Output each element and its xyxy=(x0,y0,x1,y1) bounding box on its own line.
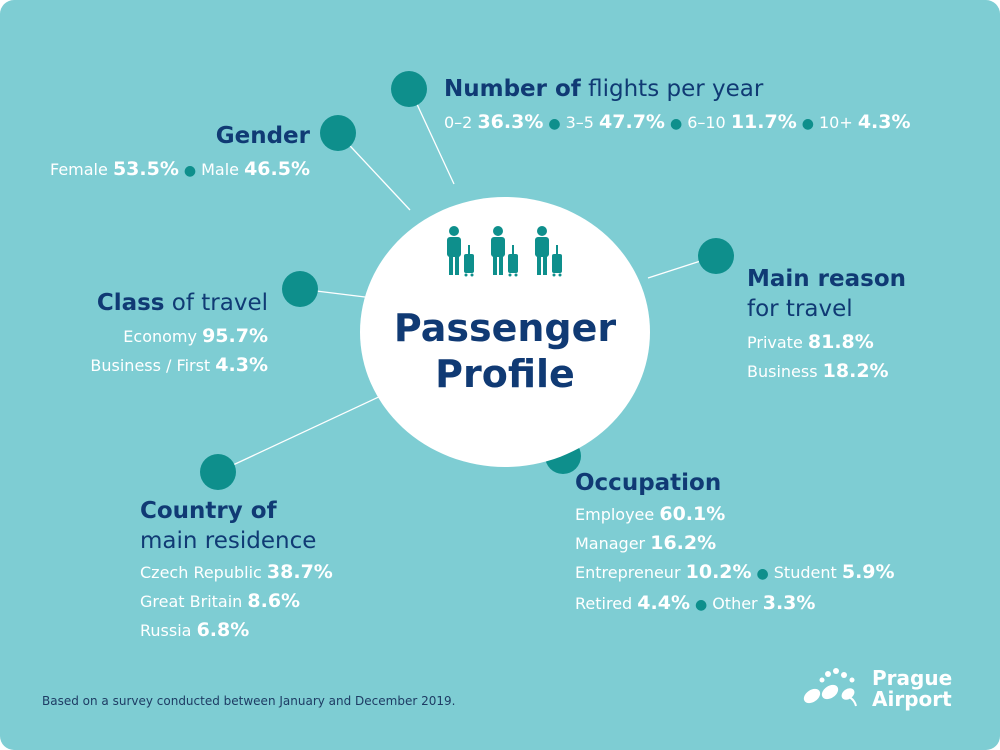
country-heading-bold: Country of xyxy=(140,498,277,524)
flights-item-value: 11.7% xyxy=(730,111,797,133)
gender-heading-bold: Gender xyxy=(215,123,310,149)
country-row: Czech Republic 38.7% xyxy=(140,558,333,587)
gender-row: Female 53.5% ● Male 46.5% xyxy=(50,155,310,186)
flights-heading-rest: flights per year xyxy=(588,76,764,102)
country-row: Great Britain 8.6% xyxy=(140,587,333,616)
occupation-heading-bold: Occupation xyxy=(575,470,722,496)
occupation-item-value: 10.2% xyxy=(685,561,752,583)
country-item-label: Great Britain xyxy=(140,592,243,611)
reason-heading-line-1: Main reason xyxy=(747,264,906,294)
section-country: Country of main residence Czech Republic… xyxy=(140,496,333,645)
occupation-item-value: 60.1% xyxy=(659,503,726,525)
hub-title: Passenger Profile xyxy=(360,305,650,397)
occupation-item-label: Entrepreneur xyxy=(575,563,681,582)
logo-line-1: Prague xyxy=(872,666,953,690)
country-heading-line-2: main residence xyxy=(140,528,317,554)
class-heading-bold: Class xyxy=(96,290,165,316)
gender-item-value: 53.5% xyxy=(112,158,179,180)
gender-item-value: 46.5% xyxy=(244,158,310,180)
reason-heading-bold: Main reason xyxy=(747,266,907,292)
reason-item-label: Private xyxy=(747,333,803,352)
bullet-separator: ● xyxy=(756,566,769,582)
section-reason: Main reason for travel Private 81.8% Bus… xyxy=(747,264,906,386)
flights-item-value: 47.7% xyxy=(599,111,665,133)
flights-heading-bold: Number of xyxy=(444,76,581,102)
bullet-separator: ● xyxy=(801,116,814,132)
node-dot-gender xyxy=(320,115,356,151)
class-item-value: 95.7% xyxy=(202,325,268,347)
flights-item-label: 0–2 xyxy=(444,113,473,132)
hub-title-line-1: Passenger Profile xyxy=(393,306,617,396)
country-item-value: 8.6% xyxy=(247,590,301,612)
node-dot-country xyxy=(200,454,236,490)
bullet-separator: ● xyxy=(694,597,708,613)
occupation-row: Retired 4.4% ● Other 3.3% xyxy=(575,589,895,620)
occupation-heading: Occupation xyxy=(575,468,895,498)
bullet-separator: ● xyxy=(669,116,683,132)
flights-item-value: 4.3% xyxy=(857,111,911,133)
country-row: Russia 6.8% xyxy=(140,616,333,645)
country-item-label: Russia xyxy=(140,621,192,640)
country-heading-line-1: Country of xyxy=(140,496,333,526)
flights-item-label: 3–5 xyxy=(565,113,594,132)
gender-item-label: Female xyxy=(49,160,108,179)
bullet-separator: ● xyxy=(183,163,197,179)
flights-item-value: 36.3% xyxy=(477,111,544,133)
prague-airport-wordmark: Prague Airport xyxy=(872,668,952,710)
section-class: Class of travel Economy 95.7% Business /… xyxy=(90,288,268,380)
passenger-with-luggage-icon xyxy=(447,226,562,277)
occupation-item-label: Retired xyxy=(575,594,633,613)
section-gender: Gender Female 53.5% ● Male 46.5% xyxy=(50,121,310,186)
occupation-item-label: Student xyxy=(773,563,837,582)
occupation-item-label: Employee xyxy=(575,505,655,524)
reason-row: Business 18.2% xyxy=(747,357,906,386)
flights-heading: Number of flights per year xyxy=(444,74,911,104)
occupation-row: Employee 60.1% xyxy=(575,500,895,529)
occupation-row: Entrepreneur 10.2% ● Student 5.9% xyxy=(575,558,895,589)
country-item-value: 6.8% xyxy=(196,619,250,641)
prague-airport-logo-icon xyxy=(803,668,857,707)
class-row: Economy 95.7% xyxy=(90,322,268,351)
reason-item-value: 18.2% xyxy=(822,360,889,382)
flights-row: 0–2 36.3% ● 3–5 47.7% ● 6–10 11.7% ● 10+ 4.3% xyxy=(444,108,911,139)
occupation-item-value: 5.9% xyxy=(841,561,895,583)
class-heading: Class of travel xyxy=(90,288,268,318)
class-row: Business / First 4.3% xyxy=(90,351,268,380)
reason-item-label: Business xyxy=(747,362,818,381)
occupation-item-value: 4.4% xyxy=(637,592,690,614)
connector-country xyxy=(217,394,384,473)
section-flights: Number of flights per year 0–2 36.3% ● 3–5… xyxy=(444,74,911,139)
node-dot-reason xyxy=(698,238,734,274)
prague-airport-logo: Prague Airport xyxy=(800,666,952,712)
occupation-item-value: 3.3% xyxy=(762,592,816,614)
gender-item-label: Male xyxy=(201,160,239,179)
reason-heading-line-2: for travel xyxy=(747,296,853,322)
class-item-label: Economy xyxy=(123,327,197,346)
class-item-label: Business / First xyxy=(90,356,211,375)
flights-item-label: 10+ xyxy=(818,113,853,132)
section-occupation: Occupation Employee 60.1% Manager 16.2% … xyxy=(575,468,895,620)
gender-heading: Gender xyxy=(50,121,310,151)
node-dot-class xyxy=(282,271,318,307)
country-item-label: Czech Republic xyxy=(140,563,262,582)
reason-row: Private 81.8% xyxy=(747,328,906,357)
occupation-row: Manager 16.2% xyxy=(575,529,895,558)
occupation-item-label: Other xyxy=(712,594,758,613)
country-item-value: 38.7% xyxy=(266,561,333,583)
footnote: Based on a survey conducted between Janu… xyxy=(42,694,456,708)
occupation-item-label: Manager xyxy=(575,534,646,553)
class-heading-rest: of travel xyxy=(171,290,268,316)
logo-line-2: Airport xyxy=(872,687,952,711)
class-item-value: 4.3% xyxy=(215,354,268,376)
occupation-item-value: 16.2% xyxy=(650,532,717,554)
reason-item-value: 81.8% xyxy=(807,331,874,353)
central-hub: Passenger Profile xyxy=(360,197,650,467)
node-dot-flights xyxy=(391,71,427,107)
bullet-separator: ● xyxy=(548,116,561,132)
flights-item-label: 6–10 xyxy=(687,113,726,132)
